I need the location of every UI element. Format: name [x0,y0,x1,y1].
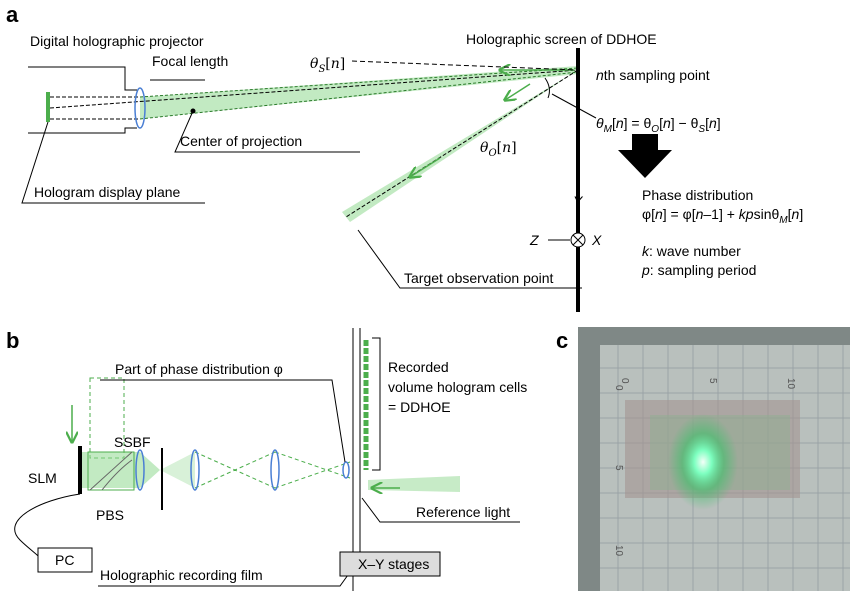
ruler-label: 5 [613,465,624,471]
slm-label: SLM [28,470,57,486]
ruler-label: 10 [613,545,624,557]
part-of-phase: Part of phase distribution φ [115,361,283,377]
panel-label: b [6,328,19,353]
pc-label: PC [55,552,74,568]
p-definition: p: sampling period [641,262,756,278]
text: : sampling period [650,262,757,278]
text: φ[ [642,206,655,222]
text: O [488,148,496,159]
text: n [696,206,704,222]
text: ] [717,115,721,131]
big-arrow [618,134,672,178]
text: n [792,206,800,222]
text: n [709,115,717,131]
lens [343,462,349,478]
text: n [616,115,624,131]
phase-title: Phase distribution [642,187,753,203]
recorded-text: Recorded [388,359,449,375]
text: ] [340,56,345,72]
reference-beam [368,476,460,492]
green-arrow [410,158,440,177]
text: n [663,115,671,131]
text: –1] + [703,206,738,222]
text: ] = φ[ [663,206,696,222]
text: n [596,67,604,83]
text: ] [511,140,516,156]
leader [552,94,596,118]
beam [82,452,160,488]
leader [352,61,578,70]
projector-body [28,67,137,133]
text: n [331,56,340,72]
text: : wave number [649,243,741,259]
sampling-point: nth sampling point [596,67,710,83]
text: sinθ [754,206,780,222]
recorded-text: volume hologram cells [388,379,527,395]
panel-a: a Digital holographic projector Focal le… [6,2,803,312]
theta-m-equation: θM[n] = θO[n] − θS[n] [596,115,721,135]
text: ] [799,206,803,222]
panel-label: c [556,328,568,353]
hologram-display-plane: Hologram display plane [34,184,181,200]
text: n [655,206,663,222]
axis-label: X [591,232,602,248]
projector-title: Digital holographic projector [30,33,204,49]
theta-o: θO[n] [480,140,517,159]
angle-arc [545,78,549,98]
phase-equation: φ[n] = φ[n–1] + kpsinθM[n] [642,206,803,226]
target-observation-point: Target observation point [404,270,554,286]
focal-length: Focal length [152,53,228,69]
recording-film: Holographic recording film [100,567,263,583]
recorded-text: = DDHOE [388,399,451,415]
panel-b: b SLM PBS SSBF Recorded volume hologram … [6,328,527,591]
axis-label: Y [573,193,584,209]
axis-label: Z [529,232,539,248]
text: th sampling point [604,67,710,83]
text: ] = θ [624,115,652,131]
text: kp [739,206,754,222]
theta-s: θS[n] [310,56,345,75]
text: p [641,262,650,278]
screen-title: Holographic screen of DDHOE [466,31,657,47]
panel-c: c 0 5 10 0 5 10 [556,327,850,591]
ruler-label: 0 [619,378,630,384]
ruler-label: 10 [785,378,796,390]
reference-light: Reference light [416,504,510,520]
hologram-glow [668,414,738,510]
bracket [372,338,380,470]
figure: a Digital holographic projector Focal le… [0,0,850,591]
k-definition: k: wave number [642,243,741,259]
text: ] − θ [671,115,699,131]
ruler-label: 0 [613,385,624,391]
beam [160,452,195,488]
ssbf-label: SSBF [114,434,151,450]
center-of-projection: Center of projection [180,133,302,149]
panel-label: a [6,2,19,27]
text: n [502,140,511,156]
stages-label: X–Y stages [358,556,429,572]
lens [271,450,279,490]
ruler-label: 5 [707,378,718,384]
green-arrow [505,84,530,100]
pbs-label: PBS [96,507,124,523]
